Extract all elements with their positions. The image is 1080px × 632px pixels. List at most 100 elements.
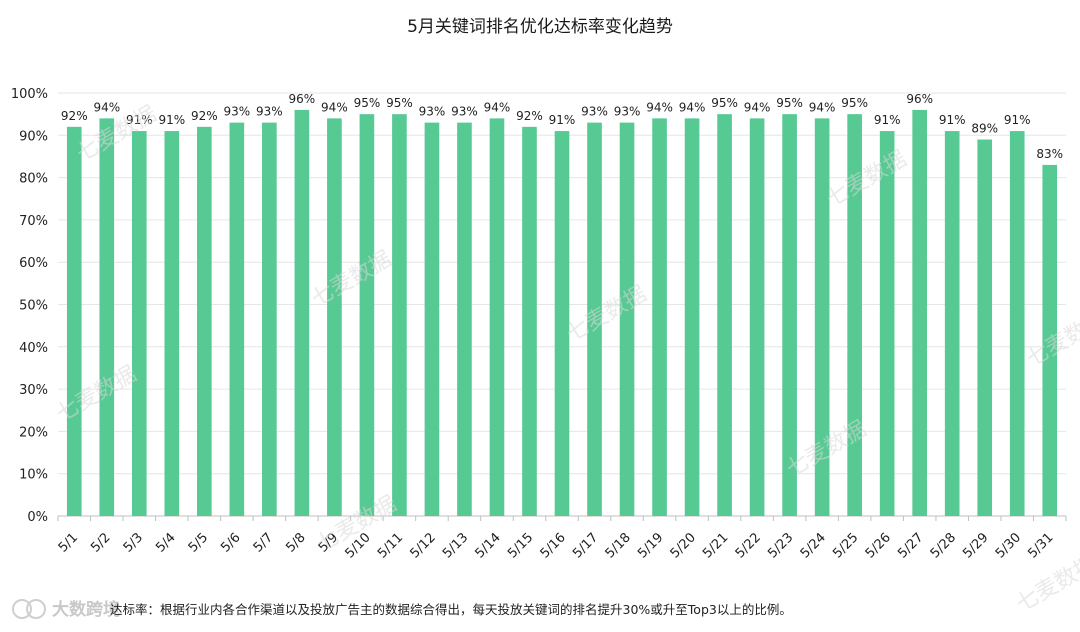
watermark-text: 七麦数据	[52, 362, 141, 428]
x-tick-label: 5/23	[765, 530, 796, 561]
data-label: 95%	[776, 96, 803, 110]
data-label: 94%	[93, 100, 120, 114]
x-tick-label: 5/24	[798, 530, 829, 561]
bar	[684, 118, 700, 516]
bar	[717, 114, 732, 517]
bar	[944, 131, 960, 516]
bar	[229, 122, 245, 517]
x-tick-label: 5/3	[121, 530, 146, 555]
data-label: 93%	[581, 105, 608, 119]
data-label: 92%	[191, 109, 218, 123]
data-label: 91%	[1004, 113, 1031, 127]
x-tick-label: 5/4	[153, 530, 178, 555]
chart-title: 5月关键词排名优化达标率变化趋势	[407, 17, 673, 37]
bar	[359, 114, 375, 517]
data-label: 93%	[614, 105, 641, 119]
y-tick-label: 10%	[19, 468, 48, 483]
x-tick-label: 5/25	[830, 530, 861, 561]
y-tick-label: 0%	[27, 510, 48, 525]
x-tick-label: 5/31	[1025, 530, 1056, 561]
data-label: 93%	[224, 105, 251, 119]
brand-watermark: 大数跨境	[52, 599, 120, 620]
bar	[392, 114, 407, 517]
bar	[912, 109, 927, 517]
data-label: 91%	[126, 113, 153, 127]
footer: 大数跨境 达标率：根据行业内各合作渠道以及投放广告主的数据综合得出，每天投放关键…	[12, 599, 792, 620]
bar	[424, 122, 440, 517]
brand-logo-icon	[12, 599, 46, 619]
data-label: 95%	[386, 96, 413, 110]
bar	[66, 126, 82, 516]
x-tick-label: 5/29	[960, 530, 991, 561]
y-tick-label: 50%	[19, 299, 48, 314]
x-tick-label: 5/17	[570, 530, 601, 561]
bar	[554, 131, 570, 516]
data-label: 93%	[419, 105, 446, 119]
y-tick-label: 100%	[11, 87, 48, 102]
x-tick-label: 5/7	[251, 530, 276, 555]
x-tick-label: 5/11	[375, 530, 406, 561]
data-label: 94%	[321, 100, 348, 114]
y-tick-label: 70%	[19, 214, 48, 229]
data-label: 83%	[1036, 147, 1063, 161]
watermark-text: 七麦数据	[822, 147, 911, 213]
bar	[489, 118, 505, 516]
watermark-text: 七麦数据	[307, 247, 396, 313]
bar	[879, 131, 895, 516]
x-tick-label: 5/20	[668, 530, 699, 561]
data-label: 95%	[841, 96, 868, 110]
bar	[457, 122, 472, 517]
bar	[782, 114, 797, 517]
x-tick-label: 5/18	[603, 530, 634, 561]
bar	[99, 118, 115, 516]
data-label: 96%	[289, 92, 316, 106]
x-tick-label: 5/12	[408, 530, 439, 561]
bar	[327, 118, 342, 516]
x-tick-label: 5/14	[473, 530, 504, 561]
bar	[294, 109, 310, 517]
bar	[977, 139, 993, 516]
x-tick-label: 5/6	[218, 530, 243, 555]
bar	[164, 131, 180, 516]
data-label: 91%	[549, 113, 576, 127]
bar	[197, 126, 212, 516]
bar	[619, 122, 635, 517]
x-tick-label: 5/26	[863, 530, 894, 561]
bars	[66, 109, 1058, 517]
bar	[1009, 131, 1025, 516]
data-label: 94%	[744, 100, 771, 114]
x-tick-label: 5/1	[56, 530, 81, 555]
data-label: 89%	[971, 122, 998, 136]
data-label: 92%	[61, 109, 88, 123]
watermark-text: 七麦数据	[562, 282, 651, 348]
data-label: 91%	[158, 113, 185, 127]
x-tick-label: 5/28	[928, 530, 959, 561]
x-tick-label: 5/2	[88, 530, 113, 555]
y-tick-label: 80%	[19, 172, 48, 187]
x-tick-label: 5/22	[733, 530, 764, 561]
x-tick-label: 5/16	[538, 530, 569, 561]
data-label: 94%	[679, 100, 706, 114]
x-tick-label: 5/13	[440, 530, 471, 561]
bar	[522, 126, 537, 516]
y-tick-label: 90%	[19, 129, 48, 144]
data-label: 93%	[451, 105, 478, 119]
data-label: 95%	[711, 96, 738, 110]
x-axis: 5/1 5/2 5/3 5/4 5/5 5/6 5/7 5/8 5/9 5/10 5/11 5/12 5…	[56, 516, 1067, 561]
x-tick-label: 5/8	[283, 530, 308, 555]
y-tick-label: 60%	[19, 256, 48, 271]
data-label: 94%	[646, 100, 673, 114]
bar	[131, 131, 147, 516]
data-labels: 92% 94% 91% 91% 92% 93% 93% 96% 94% 95% 95% 93% 93% 9…	[61, 92, 1063, 161]
y-tick-label: 20%	[19, 425, 48, 440]
watermark-text: 七麦数据	[1012, 552, 1080, 618]
x-tick-label: 5/27	[895, 530, 926, 561]
data-label: 95%	[354, 96, 381, 110]
x-tick-label: 5/5	[186, 530, 211, 555]
data-label: 93%	[256, 105, 283, 119]
bar	[652, 118, 667, 516]
bar	[814, 118, 830, 516]
data-label: 92%	[516, 109, 543, 123]
x-tick-label: 5/15	[505, 530, 536, 561]
